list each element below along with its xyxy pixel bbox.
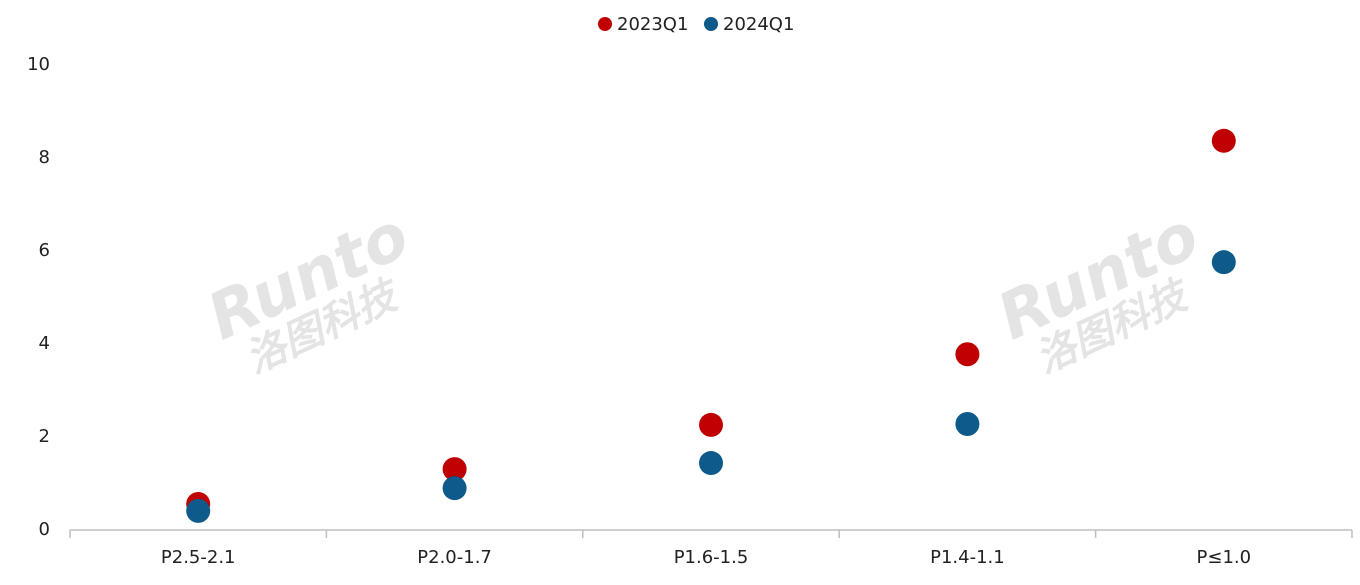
x-tick-label: P≤1.0: [1197, 547, 1252, 568]
dot: [1211, 250, 1236, 275]
dot: [699, 412, 723, 437]
y-tick-label: 4: [39, 333, 50, 354]
x-tick-label: P2.0-1.7: [417, 547, 492, 568]
dot: [442, 457, 467, 482]
dot: [955, 411, 980, 436]
legend-label: 2024Q1: [723, 14, 794, 35]
dot: [1211, 128, 1236, 153]
dot: [699, 451, 723, 476]
x-tick-label: P2.5-2.1: [161, 547, 236, 568]
x-tick-label: P1.6-1.5: [674, 547, 749, 568]
dot: [955, 342, 980, 367]
y-tick-label: 6: [39, 240, 50, 261]
dot: [186, 498, 211, 523]
legend-label: 2023Q1: [617, 14, 688, 35]
y-tick-label: 2: [39, 426, 50, 447]
y-tick-label: 0: [39, 519, 50, 540]
legend-marker: [704, 17, 718, 31]
y-tick-label: 8: [39, 147, 50, 168]
y-tick-label: 10: [27, 54, 50, 75]
dot: [442, 476, 467, 501]
legend-marker: [598, 17, 612, 31]
x-tick-label: P1.4-1.1: [930, 547, 1005, 568]
